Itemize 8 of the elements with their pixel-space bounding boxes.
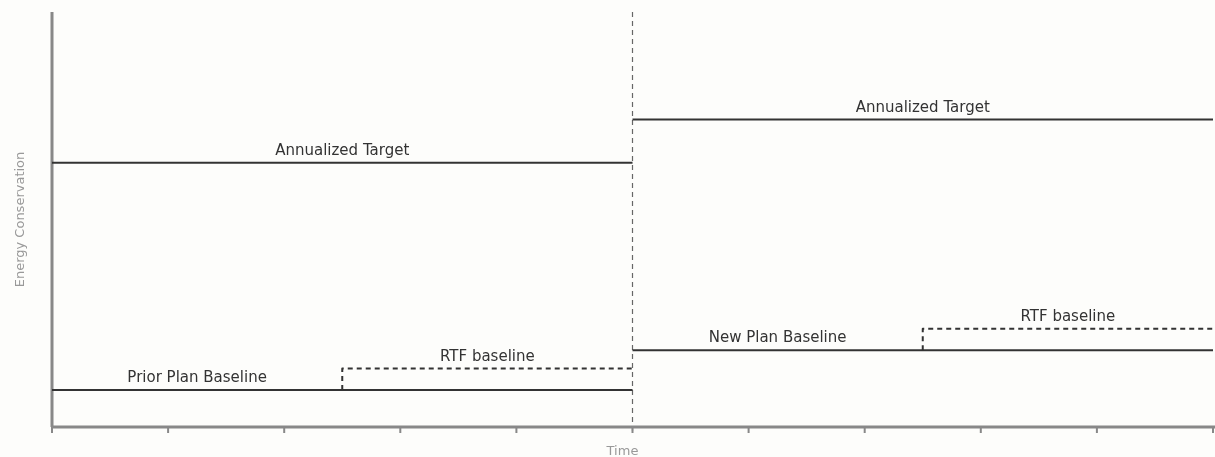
y-axis-title: Energy Conservation xyxy=(12,151,27,288)
series-label: Annualized Target xyxy=(275,140,410,159)
x-axis-title: Time xyxy=(605,443,639,457)
series-label: RTF baseline xyxy=(1020,306,1116,325)
series-label: New Plan Baseline xyxy=(708,328,847,347)
series-label: Annualized Target xyxy=(855,97,990,116)
series-label: Prior Plan Baseline xyxy=(127,368,267,387)
series-label: RTF baseline xyxy=(440,346,535,365)
